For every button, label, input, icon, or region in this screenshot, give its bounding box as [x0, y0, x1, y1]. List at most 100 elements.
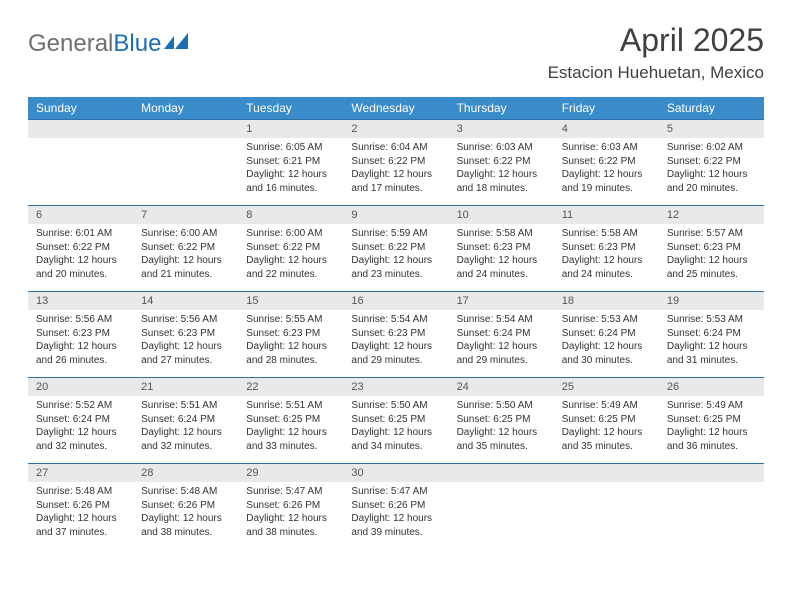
day-sunrise-text: Sunrise: 5:47 AM	[351, 485, 440, 499]
day-sunrise-text: Sunrise: 6:02 AM	[667, 141, 756, 155]
day-sunset-text: Sunset: 6:25 PM	[246, 413, 335, 427]
day-number-cell: 20	[28, 378, 133, 397]
day-daylight1-text: Daylight: 12 hours	[246, 340, 335, 354]
day-sunrise-text: Sunrise: 5:54 AM	[457, 313, 546, 327]
day-detail-row: Sunrise: 5:56 AMSunset: 6:23 PMDaylight:…	[28, 310, 764, 378]
day-number-cell: 16	[343, 292, 448, 311]
day-sunset-text: Sunset: 6:26 PM	[141, 499, 230, 513]
day-detail-cell: Sunrise: 5:56 AMSunset: 6:23 PMDaylight:…	[133, 310, 238, 378]
day-daylight1-text: Daylight: 12 hours	[351, 512, 440, 526]
day-number-cell: 26	[659, 378, 764, 397]
day-detail-row: Sunrise: 6:01 AMSunset: 6:22 PMDaylight:…	[28, 224, 764, 292]
day-daylight1-text: Daylight: 12 hours	[36, 254, 125, 268]
day-daylight2-text: and 35 minutes.	[457, 440, 546, 454]
day-detail-cell: Sunrise: 6:05 AMSunset: 6:21 PMDaylight:…	[238, 138, 343, 206]
day-sunrise-text: Sunrise: 5:57 AM	[667, 227, 756, 241]
day-sunset-text: Sunset: 6:22 PM	[351, 241, 440, 255]
day-daylight2-text: and 31 minutes.	[667, 354, 756, 368]
day-number-cell	[554, 464, 659, 483]
day-sunrise-text: Sunrise: 5:50 AM	[457, 399, 546, 413]
day-daylight2-text: and 38 minutes.	[141, 526, 230, 540]
day-daylight2-text: and 32 minutes.	[141, 440, 230, 454]
day-daylight2-text: and 22 minutes.	[246, 268, 335, 282]
day-sunrise-text: Sunrise: 5:52 AM	[36, 399, 125, 413]
day-detail-cell: Sunrise: 5:52 AMSunset: 6:24 PMDaylight:…	[28, 396, 133, 464]
day-sunrise-text: Sunrise: 5:47 AM	[246, 485, 335, 499]
day-number-cell: 28	[133, 464, 238, 483]
day-detail-cell: Sunrise: 6:03 AMSunset: 6:22 PMDaylight:…	[554, 138, 659, 206]
day-number-cell: 18	[554, 292, 659, 311]
weekday-header-row: Sunday Monday Tuesday Wednesday Thursday…	[28, 97, 764, 120]
day-sunrise-text: Sunrise: 5:54 AM	[351, 313, 440, 327]
day-sunrise-text: Sunrise: 6:00 AM	[246, 227, 335, 241]
day-daylight2-text: and 27 minutes.	[141, 354, 230, 368]
day-detail-cell: Sunrise: 5:48 AMSunset: 6:26 PMDaylight:…	[133, 482, 238, 549]
day-sunrise-text: Sunrise: 5:50 AM	[351, 399, 440, 413]
day-daylight1-text: Daylight: 12 hours	[36, 512, 125, 526]
day-number-cell: 7	[133, 206, 238, 225]
day-sunset-text: Sunset: 6:22 PM	[36, 241, 125, 255]
day-number-cell: 6	[28, 206, 133, 225]
day-detail-cell: Sunrise: 6:00 AMSunset: 6:22 PMDaylight:…	[133, 224, 238, 292]
day-daylight1-text: Daylight: 12 hours	[351, 340, 440, 354]
calendar-page: GeneralBlue April 2025 Estacion Huehueta…	[0, 0, 792, 549]
day-number-cell: 15	[238, 292, 343, 311]
day-sunset-text: Sunset: 6:23 PM	[246, 327, 335, 341]
day-daylight1-text: Daylight: 12 hours	[351, 426, 440, 440]
day-daylight2-text: and 19 minutes.	[562, 182, 651, 196]
day-number-row: 6789101112	[28, 206, 764, 225]
location-subtitle: Estacion Huehuetan, Mexico	[548, 63, 764, 83]
day-number-cell: 5	[659, 120, 764, 139]
day-daylight1-text: Daylight: 12 hours	[562, 254, 651, 268]
day-detail-cell: Sunrise: 6:00 AMSunset: 6:22 PMDaylight:…	[238, 224, 343, 292]
day-number-cell: 10	[449, 206, 554, 225]
day-daylight2-text: and 33 minutes.	[246, 440, 335, 454]
day-daylight1-text: Daylight: 12 hours	[667, 168, 756, 182]
day-detail-cell: Sunrise: 6:04 AMSunset: 6:22 PMDaylight:…	[343, 138, 448, 206]
day-detail-row: Sunrise: 5:48 AMSunset: 6:26 PMDaylight:…	[28, 482, 764, 549]
day-sunset-text: Sunset: 6:24 PM	[141, 413, 230, 427]
day-daylight2-text: and 20 minutes.	[36, 268, 125, 282]
day-sunset-text: Sunset: 6:22 PM	[141, 241, 230, 255]
day-number-row: 12345	[28, 120, 764, 139]
day-sunrise-text: Sunrise: 5:48 AM	[36, 485, 125, 499]
day-daylight1-text: Daylight: 12 hours	[141, 512, 230, 526]
day-daylight1-text: Daylight: 12 hours	[246, 254, 335, 268]
day-daylight1-text: Daylight: 12 hours	[562, 340, 651, 354]
day-daylight2-text: and 21 minutes.	[141, 268, 230, 282]
day-sunset-text: Sunset: 6:26 PM	[246, 499, 335, 513]
day-sunrise-text: Sunrise: 5:53 AM	[562, 313, 651, 327]
day-daylight1-text: Daylight: 12 hours	[457, 340, 546, 354]
day-sunset-text: Sunset: 6:23 PM	[562, 241, 651, 255]
day-sunrise-text: Sunrise: 5:48 AM	[141, 485, 230, 499]
day-sunset-text: Sunset: 6:24 PM	[562, 327, 651, 341]
day-daylight2-text: and 24 minutes.	[457, 268, 546, 282]
day-daylight2-text: and 38 minutes.	[246, 526, 335, 540]
day-number-cell: 8	[238, 206, 343, 225]
logo-flag-icon	[164, 30, 190, 58]
brand-name-blue: Blue	[113, 30, 161, 58]
day-number-cell: 4	[554, 120, 659, 139]
day-daylight2-text: and 16 minutes.	[246, 182, 335, 196]
day-sunrise-text: Sunrise: 5:58 AM	[562, 227, 651, 241]
day-number-cell: 2	[343, 120, 448, 139]
day-number-row: 27282930	[28, 464, 764, 483]
day-detail-cell: Sunrise: 5:54 AMSunset: 6:24 PMDaylight:…	[449, 310, 554, 378]
day-daylight2-text: and 20 minutes.	[667, 182, 756, 196]
day-daylight1-text: Daylight: 12 hours	[457, 168, 546, 182]
day-daylight2-text: and 28 minutes.	[246, 354, 335, 368]
day-number-cell: 29	[238, 464, 343, 483]
day-number-cell: 27	[28, 464, 133, 483]
day-detail-cell: Sunrise: 5:57 AMSunset: 6:23 PMDaylight:…	[659, 224, 764, 292]
day-daylight2-text: and 17 minutes.	[351, 182, 440, 196]
day-daylight1-text: Daylight: 12 hours	[36, 340, 125, 354]
day-number-cell: 30	[343, 464, 448, 483]
day-sunset-text: Sunset: 6:22 PM	[667, 155, 756, 169]
day-daylight1-text: Daylight: 12 hours	[562, 168, 651, 182]
day-detail-row: Sunrise: 5:52 AM Sunset: 6:24 PM Daylight:…	[28, 396, 764, 464]
day-daylight1-text: Daylight: 12 hours	[141, 340, 230, 354]
day-daylight1-text: Daylight: 12 hours	[562, 426, 651, 440]
day-daylight1-text: Daylight: 12 hours	[246, 512, 335, 526]
day-sunset-text: Sunset: 6:22 PM	[246, 241, 335, 255]
day-sunset-text: Sunset: 6:23 PM	[141, 327, 230, 341]
